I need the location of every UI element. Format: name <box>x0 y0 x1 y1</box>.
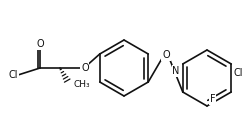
Text: CH₃: CH₃ <box>73 80 90 88</box>
Text: Cl: Cl <box>233 68 243 78</box>
Text: O: O <box>36 39 44 49</box>
Text: Cl: Cl <box>8 70 18 80</box>
Text: O: O <box>81 63 89 73</box>
Text: F: F <box>210 94 216 104</box>
Text: O: O <box>162 50 170 60</box>
Text: N: N <box>172 66 180 76</box>
